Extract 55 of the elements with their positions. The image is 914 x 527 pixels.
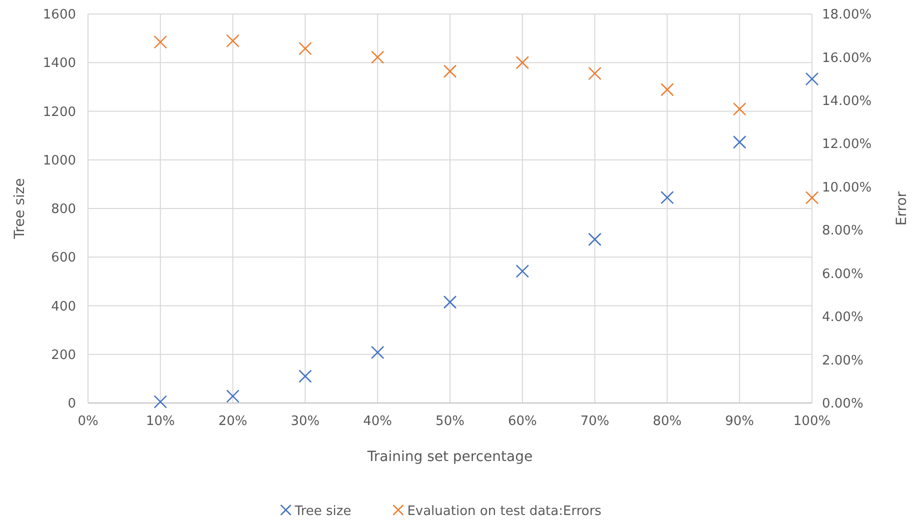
x-tick-label: 100%	[793, 414, 831, 429]
point	[732, 102, 746, 116]
y-tick-label: 800	[51, 202, 76, 218]
y2-tick-label: 0.00%	[822, 396, 864, 412]
point	[370, 346, 384, 360]
x-tick-label: 30%	[290, 414, 320, 429]
y2-tick-label: 14.00%	[822, 94, 872, 109]
x-tick-label: 40%	[363, 414, 392, 429]
y2-tick-label: 16.00%	[822, 50, 872, 66]
y-tick-label: 1400	[42, 56, 76, 72]
y2-tick-label: 6.00%	[822, 266, 864, 282]
point	[298, 370, 312, 383]
y2-tick-label: 8.00%	[822, 224, 864, 239]
point	[588, 232, 602, 246]
point	[370, 50, 384, 64]
y2-tick-label: 10.00%	[822, 180, 872, 196]
x-tick-label: 70%	[580, 414, 610, 429]
legend-label: Evaluation on test data:Errors	[407, 504, 602, 519]
point	[516, 56, 530, 70]
point	[732, 135, 746, 149]
x-tick-label: 50%	[436, 414, 464, 429]
y2-tick-label: 4.00%	[822, 310, 864, 326]
x-tick-label: 90%	[725, 414, 754, 429]
y2-tick-label: 12.00%	[822, 137, 872, 152]
point	[443, 64, 457, 78]
y-tick-label: 200	[51, 348, 76, 363]
y-tick-label: 600	[51, 250, 76, 266]
point	[516, 264, 530, 278]
y-axis-title: Tree size	[12, 178, 28, 240]
y-tick-label: 1600	[42, 8, 76, 23]
x-tick-label: 0%	[78, 414, 98, 429]
y-tick-label: 0	[68, 396, 76, 412]
point	[588, 66, 602, 80]
x-tick-label: 20%	[218, 414, 248, 429]
point	[226, 34, 240, 48]
y2-tick-label: 18.00%	[822, 8, 872, 23]
point	[805, 72, 819, 86]
y-tick-label: 1000	[42, 153, 76, 168]
x-axis-title: Training set percentage	[366, 449, 533, 465]
point	[154, 395, 168, 408]
point	[660, 82, 674, 96]
y2-tick-label: 2.00%	[822, 353, 864, 368]
x-tick-label: 60%	[508, 414, 537, 429]
point	[805, 191, 819, 204]
point	[660, 190, 674, 204]
x-tick-label: 10%	[146, 414, 175, 429]
point	[226, 390, 240, 403]
point	[154, 35, 168, 49]
point	[443, 295, 457, 309]
x-tick-label: 80%	[652, 414, 682, 429]
y-tick-label: 1200	[42, 104, 76, 120]
legend-label: Tree size	[294, 504, 352, 519]
y-tick-label: 400	[51, 299, 76, 314]
y2-axis-title: Error	[894, 191, 910, 226]
point	[298, 42, 312, 56]
